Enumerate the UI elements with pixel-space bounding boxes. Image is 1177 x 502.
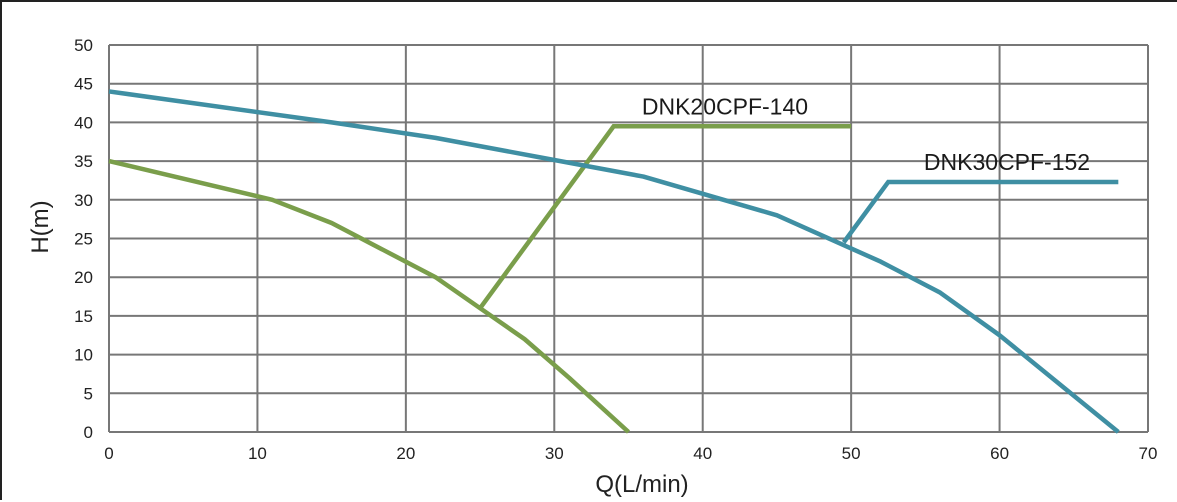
y-tick-labels: 0 5 10 15 20 25 30 35 40 45 50 <box>74 36 93 442</box>
x-tick-label: 20 <box>396 444 415 463</box>
y-tick-label: 0 <box>84 423 93 442</box>
y-tick-label: 5 <box>84 384 93 403</box>
series-labels: DNK20CPF-140 DNK30CPF-152 <box>642 93 1090 175</box>
series-line <box>108 158 631 434</box>
callout-lines <box>478 124 1119 310</box>
y-tick-label: 45 <box>74 75 93 94</box>
x-tick-label: 60 <box>990 444 1009 463</box>
y-tick-label: 30 <box>74 191 93 210</box>
x-tick-label: 10 <box>248 444 267 463</box>
x-tick-label: 70 <box>1139 444 1158 463</box>
x-tick-labels: 0 10 20 30 40 50 60 70 <box>104 444 1157 463</box>
y-tick-label: 25 <box>74 230 93 249</box>
x-tick-label: 50 <box>842 444 861 463</box>
callout-line <box>478 124 852 310</box>
x-tick-label: 30 <box>545 444 564 463</box>
y-tick-label: 50 <box>74 36 93 55</box>
callout-line <box>841 179 1119 244</box>
series-label: DNK20CPF-140 <box>642 93 808 119</box>
y-tick-label: 10 <box>74 346 93 365</box>
y-tick-label: 35 <box>74 152 93 171</box>
series-lines <box>108 89 1120 434</box>
y-tick-label: 15 <box>74 307 93 326</box>
grid <box>108 44 1149 433</box>
y-axis-label: H(m) <box>27 200 54 253</box>
x-tick-label: 0 <box>104 444 113 463</box>
y-tick-label: 20 <box>74 268 93 287</box>
series-label: DNK30CPF-152 <box>924 149 1090 175</box>
x-axis-label: Q(L/min) <box>595 471 688 498</box>
x-tick-label: 40 <box>693 444 712 463</box>
y-tick-label: 40 <box>74 113 93 132</box>
series-line <box>108 89 1120 434</box>
